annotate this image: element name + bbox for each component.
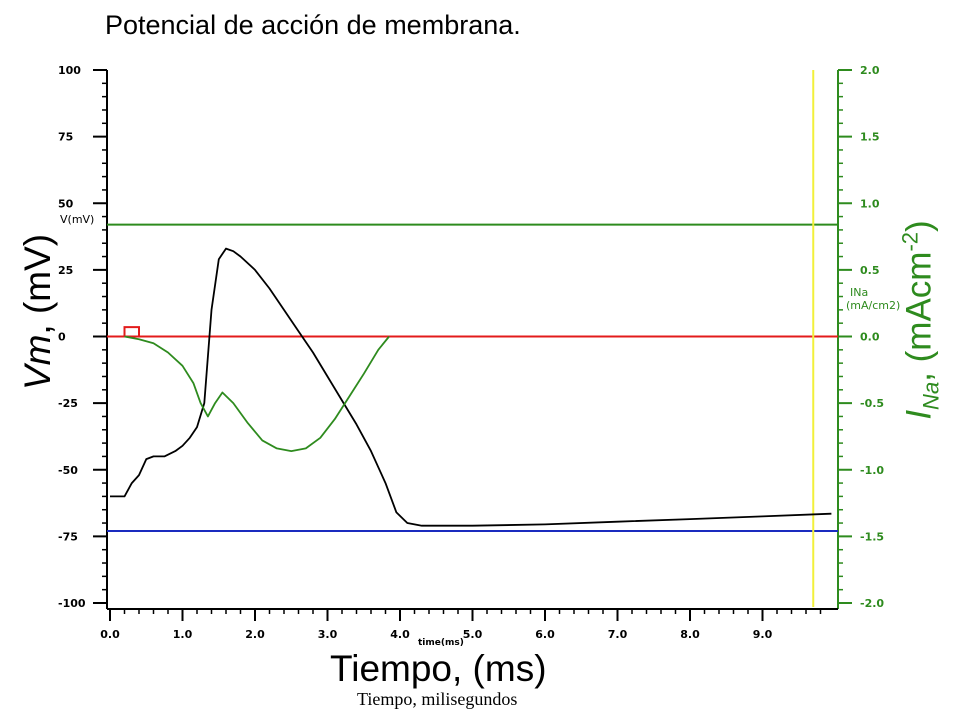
y-axis-small-label-right: (mA/cm2) — [846, 299, 900, 312]
x-tick-label: 7.0 — [608, 628, 628, 641]
stimulus-pulse — [123, 326, 140, 337]
y-tick-label-right: -1.0 — [860, 464, 884, 477]
y-tick-label-right: -1.5 — [860, 530, 884, 543]
series-line-vm — [110, 247, 832, 527]
y-tick-label-right: 0.5 — [860, 264, 880, 277]
y-axis-small-label-left: V(mV) — [60, 213, 94, 226]
chart-title: Potencial de acción de membrana. — [105, 10, 521, 40]
x-axis-small-label: time(ms) — [418, 638, 464, 648]
axes-group: 100 75 50 25 0 -25 -50 -75 -100 2.0 1.5 1.0 0.5 0.0 -0… — [58, 64, 884, 641]
y-tick-label-right: -0.5 — [860, 397, 884, 410]
x-tick-label: 3.0 — [318, 628, 338, 641]
x-axis-label: Tiempo, (ms) — [330, 648, 547, 689]
y-tick-label-left: 25 — [58, 264, 73, 277]
y-axis-small-label-right: INa — [850, 286, 868, 299]
x-tick-label: 9.0 — [753, 628, 773, 641]
y-tick-label-right: 1.5 — [860, 131, 880, 144]
x-tick-label: 0.0 — [100, 628, 120, 641]
series-group — [110, 247, 832, 527]
x-tick-label: 8.0 — [680, 628, 700, 641]
y-tick-label-right: 2.0 — [860, 64, 880, 77]
y-tick-label-left: -75 — [58, 530, 78, 543]
y-tick-label-left: 0 — [58, 331, 66, 344]
x-tick-label: 5.0 — [463, 628, 483, 641]
caption: Tiempo, milisegundos — [357, 689, 518, 709]
x-tick-label: 1.0 — [173, 628, 193, 641]
x-tick-label: 2.0 — [245, 628, 265, 641]
axis-small-labels-group: V(mV) INa(mA/cm2) time(ms) — [60, 213, 900, 648]
series-line-ina — [124, 335, 390, 453]
y-tick-label-left: -50 — [58, 464, 78, 477]
y-tick-label-left: 50 — [58, 197, 74, 210]
reference-lines-group — [107, 70, 838, 607]
y-tick-label-left: 75 — [58, 131, 73, 144]
x-tick-label: 4.0 — [390, 628, 410, 641]
y-tick-label-left: 100 — [58, 64, 81, 77]
x-tick-label: 6.0 — [535, 628, 555, 641]
y-tick-label-left: -25 — [58, 397, 78, 410]
y-tick-label-right: -2.0 — [860, 597, 884, 610]
y-tick-label-right: 1.0 — [860, 197, 880, 210]
y-tick-label-right: 0.0 — [860, 331, 880, 344]
y-tick-label-left: -100 — [58, 597, 86, 610]
